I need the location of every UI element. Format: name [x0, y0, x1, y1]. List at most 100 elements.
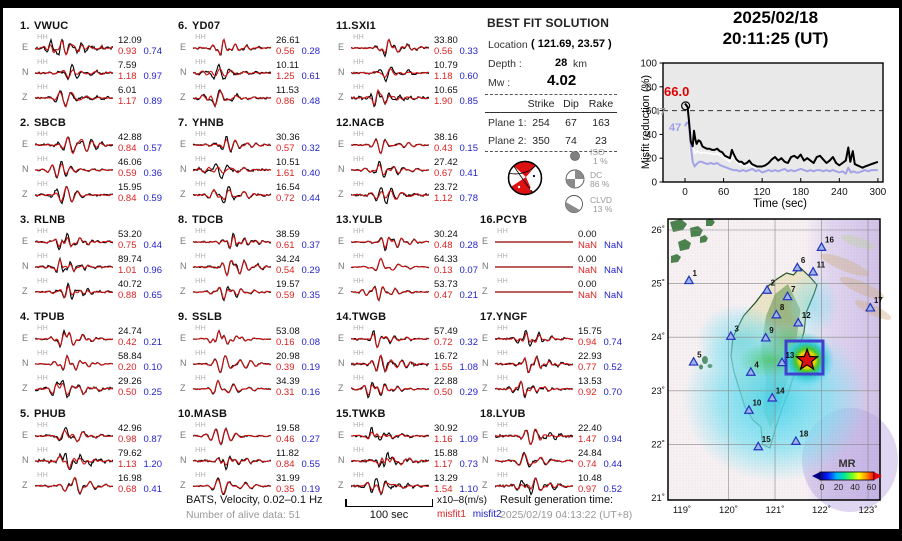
component-label: N	[338, 164, 345, 174]
channel-label: HH	[353, 348, 364, 357]
component-label: E	[338, 236, 345, 246]
channel-row-z: Z HH 11.53 0.86 0.48	[178, 82, 344, 110]
channel-row-e: E HH 0.00 NaN NaN	[480, 226, 646, 254]
component-label: E	[482, 236, 489, 246]
station-code: SXI1	[351, 20, 376, 32]
channel-label: HH	[353, 323, 364, 332]
waveform-trace	[351, 426, 429, 441]
x-axis-label: Time (sec)	[753, 198, 807, 210]
channel-row-z: Z HH 0.00 NaN NaN	[480, 276, 646, 304]
mr-colorbar-title: MR	[838, 458, 855, 470]
channel-row-e: E HH 15.75 0.94 0.74	[480, 323, 646, 351]
waveform-trace	[193, 38, 271, 57]
amplitude-value: 12.09	[118, 35, 142, 46]
waveform-trace	[35, 186, 113, 205]
misfit-legend: misfit1 misfit2	[437, 509, 502, 520]
channel-row-e: E HH 19.58 0.46 0.27	[178, 420, 344, 448]
misfit2-value: 0.52	[603, 484, 623, 495]
svg-text:8: 8	[780, 303, 785, 312]
waveform-trace	[35, 63, 113, 81]
svg-text:13: 13	[785, 351, 794, 360]
trace-values: 0.00 NaN NaN	[578, 229, 644, 251]
channel-row-n: N HH 46.06 0.59 0.36	[20, 154, 186, 182]
channel-label: HH	[353, 251, 364, 260]
amplitude-value: 0.00	[578, 254, 597, 265]
misfit2-value: 0.19	[301, 484, 321, 495]
waveform-trace	[35, 136, 113, 155]
component-label: E	[338, 42, 345, 52]
amplitude-value: 22.40	[578, 423, 602, 434]
svg-text:9: 9	[769, 326, 774, 335]
station-number: 16.	[480, 214, 496, 226]
focal-mechanism-beachball	[507, 160, 543, 196]
plane1-label: Plane 1:	[488, 117, 527, 129]
channel-label: HH	[195, 373, 206, 382]
channel-row-n: N HH 24.84 0.74 0.44	[480, 445, 646, 473]
waveform-trace	[193, 232, 271, 250]
misfit1-value: 0.50	[118, 387, 137, 398]
trace-values: 0.00 NaN NaN	[578, 279, 644, 301]
channel-label: HH	[353, 129, 364, 138]
svg-text:17: 17	[874, 296, 883, 305]
channel-label: HH	[195, 57, 206, 66]
waveform-trace	[193, 89, 271, 109]
channel-row-z: Z HH 13.29 1.54 1.10	[336, 470, 502, 498]
trace-values: 22.93 0.77 0.52	[578, 351, 644, 373]
waveform-trace	[35, 452, 113, 471]
station-number: 5.	[20, 408, 30, 420]
misfit1-value: 0.72	[276, 193, 295, 204]
svg-text:80: 80	[646, 82, 658, 93]
misfit2-value: 0.36	[143, 168, 163, 179]
depth-label: Depth :	[488, 58, 522, 70]
station-number: 1.	[20, 20, 30, 32]
channel-label: HH	[353, 445, 364, 454]
station-header: 10.MASB	[178, 408, 344, 423]
channel-label: HH	[497, 470, 508, 479]
misfit1-value: 1.17	[434, 459, 453, 470]
amplitude-value: 29.26	[118, 376, 142, 387]
channel-label: HH	[195, 226, 206, 235]
misfit1-value: 1.55	[434, 362, 453, 373]
misfit1-value: 0.74	[578, 459, 597, 470]
channel-label: HH	[37, 420, 48, 429]
misfit2-value: 0.08	[301, 337, 321, 348]
gray-annotation: 47	[654, 106, 666, 118]
svg-text:119˚: 119˚	[673, 505, 691, 516]
plane1-rake: 163	[592, 117, 610, 129]
station-block: 4. TPUB E HH 24.74 0.42 0.21 N HH 58.84 0.20 0.…	[20, 311, 186, 407]
component-label: Z	[180, 92, 186, 102]
misfit2-value: 0.60	[459, 71, 479, 82]
channel-label: HH	[37, 32, 48, 41]
amplitude-value: 11.82	[276, 448, 300, 459]
channel-row-n: N HH 10.11 1.25 0.61	[178, 57, 344, 85]
station-block: 5. PHUB E HH 42.96 0.98 0.87 N HH 79.62 1.13 1.…	[20, 408, 186, 504]
amplitude-value: 34.24	[276, 254, 300, 265]
channel-label: HH	[497, 226, 508, 235]
waveform-trace	[35, 426, 113, 443]
svg-text:1: 1	[692, 269, 697, 278]
component-label: E	[482, 333, 489, 343]
station-number: 11.	[336, 20, 352, 32]
misfit2-value: 0.74	[603, 337, 623, 348]
channel-label: HH	[195, 323, 206, 332]
channel-row-e: E HH 12.09 0.93 0.74	[20, 32, 186, 60]
waveform-trace	[35, 354, 113, 372]
svg-text:100: 100	[640, 59, 657, 70]
channel-label: HH	[353, 82, 364, 91]
misfit2-value: 0.85	[459, 96, 479, 107]
component-label: E	[338, 333, 345, 343]
misfit1-value: 0.50	[434, 387, 453, 398]
svg-text:10: 10	[752, 399, 761, 408]
plane2-rake: 23	[595, 135, 607, 147]
misfit2-value: 0.74	[143, 46, 163, 57]
waveform-trace	[35, 160, 113, 179]
station-header: 3. RLNB	[20, 214, 186, 229]
component-label: N	[22, 455, 29, 465]
waveform-trace	[351, 38, 429, 58]
trace-values: 15.75 0.94 0.74	[578, 326, 644, 348]
component-label: N	[22, 261, 29, 271]
misfit1-value: 0.92	[578, 387, 597, 398]
misfit1-value: 0.98	[118, 434, 137, 445]
plane1-dip: 67	[565, 117, 577, 129]
